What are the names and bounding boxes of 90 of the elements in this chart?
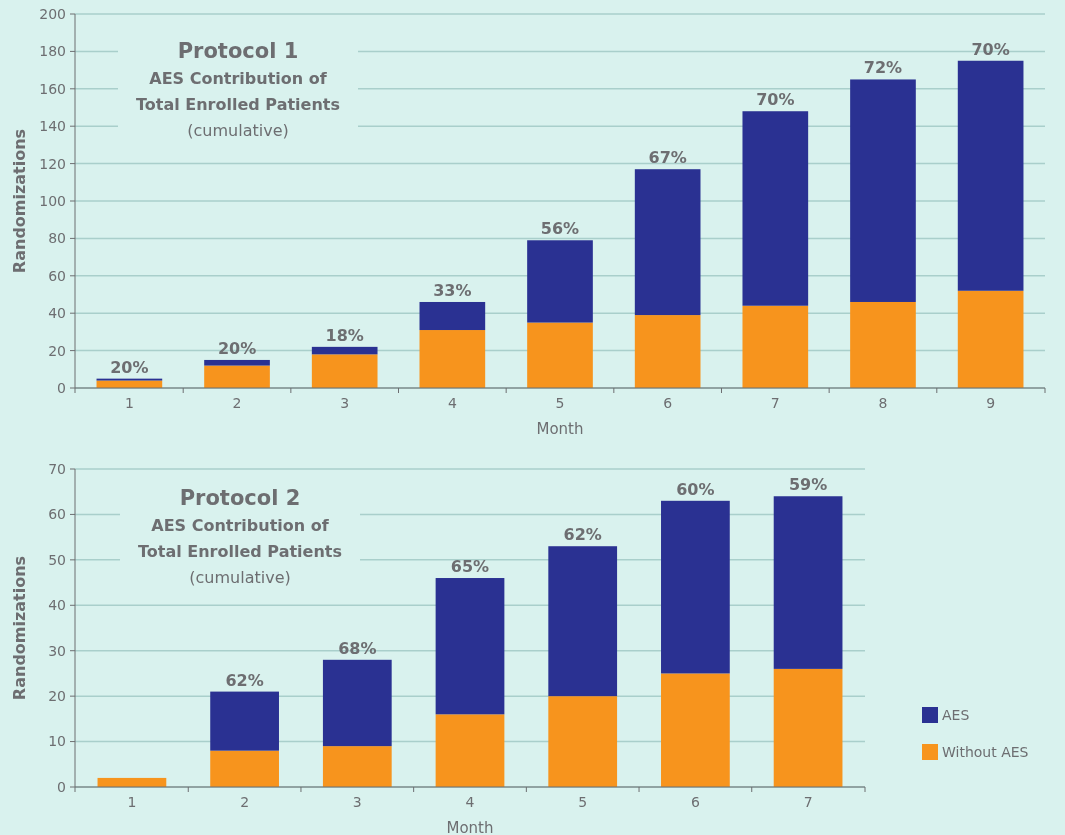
- bar: [527, 240, 593, 323]
- x-tick-label: 1: [127, 794, 137, 810]
- bar: [311, 346, 378, 355]
- x-axis-title: Month: [446, 819, 494, 835]
- annotation: 20%: [217, 338, 257, 358]
- bar: [527, 322, 593, 388]
- annotation: 70%: [971, 39, 1010, 59]
- bar: [850, 79, 916, 302]
- y-tick-label: 30: [48, 642, 66, 659]
- bar: [773, 496, 843, 669]
- bar: [548, 546, 618, 697]
- x-tick-label: 1: [124, 395, 134, 411]
- bar: [322, 659, 392, 747]
- y-tick-label: 60: [48, 506, 66, 523]
- x-tick-label: 5: [578, 794, 588, 810]
- bar: [661, 673, 730, 787]
- y-axis-title: Randomizations: [10, 128, 29, 274]
- x-tick-label: 7: [770, 395, 780, 411]
- annotation: (cumulative): [187, 121, 289, 140]
- annotation: 60%: [676, 479, 715, 499]
- y-tick-label: 80: [48, 230, 66, 247]
- legend-label: Without AES: [942, 743, 1029, 760]
- bar: [419, 301, 486, 331]
- bar: [742, 111, 809, 306]
- y-tick-label: 40: [48, 597, 66, 614]
- annotation: 72%: [863, 58, 903, 78]
- bar: [742, 305, 809, 388]
- y-tick-label: 180: [39, 43, 66, 60]
- x-tick-label: 7: [803, 794, 813, 810]
- text: AES Contribution of Total Enrolled Patients: [138, 516, 342, 561]
- bar: [634, 315, 701, 388]
- y-tick-label: 160: [39, 80, 66, 97]
- x-tick-label: 2: [240, 794, 250, 810]
- bar: [435, 578, 505, 715]
- y-tick-label: 0: [57, 778, 66, 795]
- x-tick-label: 6: [690, 794, 700, 810]
- annotation: 18%: [325, 325, 364, 345]
- text: Protocol 1: [177, 39, 299, 63]
- bar: [661, 500, 730, 674]
- y-tick-label: 120: [39, 155, 66, 172]
- text: Protocol 2: [179, 486, 301, 510]
- x-tick-label: 3: [340, 395, 350, 411]
- y-tick-label: 60: [48, 267, 66, 284]
- x-tick-label: 5: [555, 395, 565, 411]
- annotation: 59%: [788, 475, 828, 495]
- annotation: 56%: [540, 219, 580, 239]
- bar: [548, 696, 618, 787]
- x-axis-title: Month: [536, 420, 584, 438]
- annotation: 68%: [338, 638, 377, 658]
- y-tick-label: 0: [57, 379, 66, 396]
- x-tick-label: 2: [232, 395, 242, 411]
- annotation: 33%: [433, 280, 472, 300]
- annotation: 67%: [648, 148, 687, 168]
- y-tick-label: 20: [48, 688, 66, 705]
- x-tick-label: 6: [663, 395, 673, 411]
- y-tick-label: 20: [48, 342, 66, 359]
- x-tick-label: 3: [352, 794, 362, 810]
- bar: [311, 354, 378, 388]
- y-tick-label: 50: [48, 551, 66, 568]
- bar: [435, 714, 505, 787]
- bar: [322, 746, 392, 787]
- annotation: 70%: [756, 90, 795, 110]
- bar: [957, 290, 1024, 388]
- bar: [210, 691, 279, 751]
- annotation: 65%: [450, 557, 490, 577]
- bar: [850, 301, 916, 388]
- annotation: 62%: [225, 670, 264, 690]
- y-tick-label: 200: [39, 5, 66, 22]
- y-tick-label: 40: [48, 305, 66, 322]
- x-tick-label: 4: [447, 395, 457, 411]
- annotation: (cumulative): [189, 568, 291, 587]
- bar: [634, 169, 701, 316]
- x-tick-label: 4: [465, 794, 475, 810]
- bar: [773, 668, 843, 787]
- annotation: 62%: [563, 525, 602, 545]
- y-tick-label: 100: [39, 192, 66, 209]
- y-axis-title: Randomizations: [10, 555, 29, 701]
- y-tick-label: 10: [48, 733, 66, 750]
- y-tick-label: 70: [48, 460, 66, 477]
- bar: [210, 750, 279, 787]
- bar: [419, 330, 486, 388]
- y-tick-label: 140: [39, 118, 66, 135]
- bar: [204, 365, 270, 388]
- annotation: 20%: [110, 357, 149, 377]
- legend-label: AES: [942, 706, 970, 723]
- text: AES Contribution of Total Enrolled Patients: [136, 69, 340, 114]
- bar: [957, 60, 1024, 291]
- bar: [204, 359, 270, 366]
- x-tick-label: 9: [986, 395, 996, 411]
- x-tick-label: 8: [878, 395, 888, 411]
